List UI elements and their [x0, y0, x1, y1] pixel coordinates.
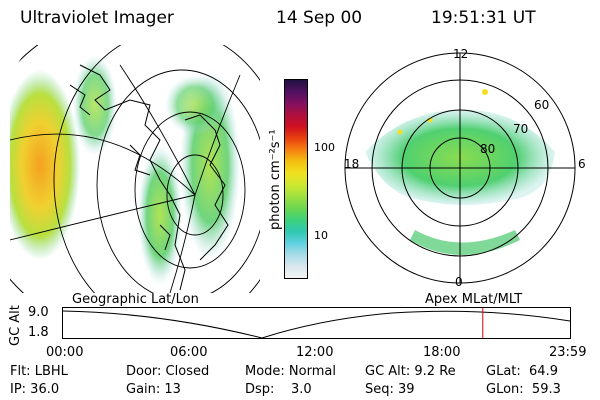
mlt-label-6: 6 — [578, 157, 586, 171]
altitude-plot — [62, 307, 571, 339]
instrument-title: Ultraviolet Imager — [20, 8, 174, 28]
glat-info: GLat: 64.9 — [486, 364, 558, 379]
mlt-label-18: 18 — [344, 157, 360, 171]
left-panel-label: Geographic Lat/Lon — [72, 292, 199, 307]
dsp-info: Dsp: 3.0 — [245, 382, 312, 397]
altitude-curve — [62, 310, 571, 339]
coastlines — [69, 64, 229, 291]
gc-alt-info: GC Alt: 9.2 Re — [365, 364, 456, 379]
time-tick-0600: 06:00 — [170, 345, 208, 360]
altitude-ytick-bottom: 1.8 — [28, 325, 49, 340]
colorbar-unit-label: photon cm⁻²s⁻¹ — [268, 129, 283, 230]
ip-info: IP: 36.0 — [10, 382, 60, 397]
polar-mlt-plot — [344, 52, 576, 284]
date-label: 14 Sep 00 — [276, 8, 363, 28]
time-tick-1800: 18:00 — [423, 345, 461, 360]
altitude-axis-label: GC Alt — [8, 305, 23, 346]
filter-info: Flt: LBHL — [10, 364, 68, 379]
colorbar — [284, 79, 308, 279]
door-info: Door: Closed — [126, 364, 210, 379]
gain-info: Gain: 13 — [126, 382, 181, 397]
time-label: 19:51:31 UT — [431, 8, 536, 28]
polar-grid — [344, 52, 576, 284]
time-tick-1200: 12:00 — [296, 345, 334, 360]
time-tick-2359: 23:59 — [549, 345, 587, 360]
dayglow-region — [10, 70, 80, 260]
lat-label-70: 70 — [513, 122, 529, 136]
glon-info: GLon: 59.3 — [486, 382, 561, 397]
lat-label-60: 60 — [534, 98, 550, 112]
lat-label-80: 80 — [480, 142, 496, 156]
mlt-label-12: 12 — [453, 47, 469, 61]
altitude-ytick-top: 9.0 — [28, 305, 49, 320]
right-panel-label: Apex MLat/MLT — [425, 292, 523, 307]
seq-info: Seq: 39 — [365, 382, 415, 397]
colorbar-tick-100: 100 — [314, 141, 335, 154]
mlt-label-0: 0 — [455, 275, 463, 289]
geographic-image — [10, 45, 260, 293]
mode-info: Mode: Normal — [245, 364, 336, 379]
lat-lon-grid — [10, 45, 260, 293]
time-tick-0000: 00:00 — [46, 345, 84, 360]
colorbar-tick-10: 10 — [314, 229, 328, 242]
